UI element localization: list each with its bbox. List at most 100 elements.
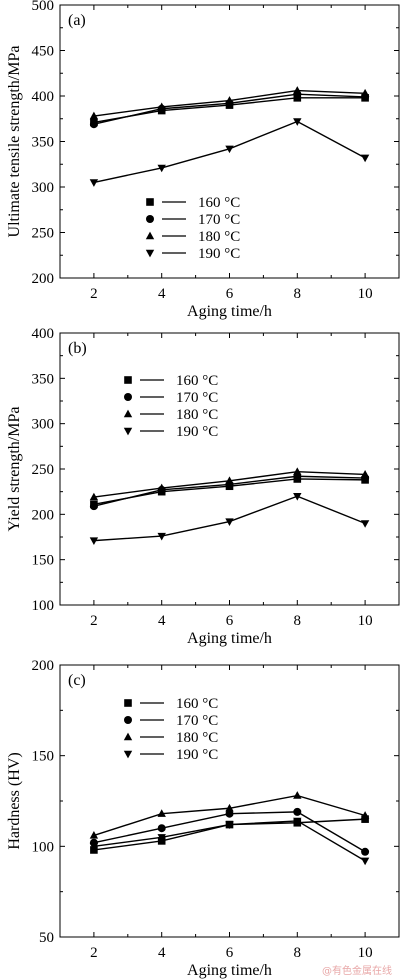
x-tick-label-b-3: 8 bbox=[294, 613, 302, 629]
y-tick-label-a-5: 450 bbox=[32, 44, 55, 60]
legend-label-c-1: 170 °C bbox=[176, 713, 218, 729]
y-tick-label-b-1: 150 bbox=[32, 553, 55, 569]
legend-marker-b-2 bbox=[123, 409, 133, 418]
panel-b: 100 150 200 250 300 350 400 2 4 6 8 10 Aging time/h Y… bbox=[6, 326, 400, 647]
legend-marker-b-1 bbox=[124, 393, 132, 401]
data-point-c-2-3 bbox=[293, 791, 302, 799]
data-point-c-3-4 bbox=[360, 857, 370, 866]
data-point-c-2-1 bbox=[157, 809, 166, 817]
data-point-b-3-3 bbox=[293, 493, 302, 501]
legend-marker-b-0 bbox=[124, 376, 132, 384]
legend-label-b-2: 180 °C bbox=[176, 407, 218, 423]
legend-label-a-3: 190 °C bbox=[198, 246, 240, 262]
x-tick-label-c-2: 6 bbox=[226, 945, 234, 961]
legend-marker-c-0 bbox=[124, 699, 132, 707]
y-tick-label-a-1: 250 bbox=[32, 226, 55, 242]
data-point-c-3-3 bbox=[293, 817, 302, 826]
y-axis-label-c: Hardness (HV) bbox=[6, 752, 23, 849]
plot-frame-c bbox=[59, 664, 400, 938]
y-axis-label-b: Yield strength/MPa bbox=[6, 407, 23, 532]
x-tick-label-b-4: 10 bbox=[358, 613, 373, 629]
y-tick-label-a-0: 200 bbox=[32, 271, 55, 287]
data-point-a-2-4 bbox=[360, 88, 370, 97]
legend-marker-c-3 bbox=[123, 750, 133, 759]
data-point-b-2-2 bbox=[225, 476, 234, 484]
data-point-c-1-1 bbox=[157, 824, 166, 833]
data-point-c-2-0 bbox=[89, 831, 99, 839]
y-tick-label-b-3: 250 bbox=[32, 462, 55, 478]
y-tick-label-a-2: 300 bbox=[32, 180, 55, 196]
data-point-c-2-2 bbox=[225, 803, 234, 812]
panel-label-b: (b) bbox=[68, 340, 87, 357]
panel-a: 200 250 300 350 400 450 500 2 4 6 8 10 Aging time/h U… bbox=[6, 0, 400, 320]
y-tick-label-c-1: 100 bbox=[32, 839, 55, 855]
legend-marker-b-3 bbox=[123, 427, 133, 436]
legend-label-b-0: 160 °C bbox=[176, 373, 218, 389]
x-tick-label-a-2: 6 bbox=[226, 286, 234, 302]
data-point-b-2-0 bbox=[89, 492, 99, 501]
data-point-c-1-2 bbox=[225, 809, 234, 818]
x-axis-label-b: Aging time/h bbox=[187, 630, 272, 647]
data-point-b-2-1 bbox=[157, 483, 166, 492]
x-tick-label-b-2: 6 bbox=[226, 613, 234, 629]
legend-label-b-3: 190 °C bbox=[176, 424, 218, 440]
legend-label-b-1: 170 °C bbox=[176, 390, 218, 406]
data-point-c-0-4 bbox=[361, 815, 369, 823]
x-tick-label-c-1: 4 bbox=[158, 945, 166, 961]
x-tick-label-a-4: 10 bbox=[358, 286, 373, 302]
x-tick-label-c-0: 2 bbox=[90, 945, 98, 961]
legend-marker-a-1 bbox=[146, 215, 154, 223]
data-point-a-3-3 bbox=[293, 118, 302, 126]
panel-c: 50 100 150 200 2 4 6 8 10 Aging time/h Hardness (H… bbox=[6, 658, 400, 979]
x-tick-label-b-0: 2 bbox=[90, 613, 98, 629]
legend-label-a-1: 170 °C bbox=[198, 212, 240, 228]
y-tick-label-c-3: 200 bbox=[32, 658, 55, 674]
data-point-b-3-4 bbox=[360, 520, 370, 528]
legend-marker-a-0 bbox=[146, 198, 154, 206]
data-point-c-3-1 bbox=[157, 834, 166, 842]
data-point-a-2-1 bbox=[157, 102, 166, 111]
data-point-a-2-2 bbox=[225, 96, 234, 104]
legend-label-a-0: 160 °C bbox=[198, 195, 240, 211]
panel-label-a: (a) bbox=[68, 12, 86, 29]
y-tick-label-c-2: 150 bbox=[32, 749, 55, 765]
watermark: @有色金属在线 bbox=[322, 966, 392, 977]
legend-marker-a-3 bbox=[145, 249, 155, 258]
data-point-c-1-3 bbox=[293, 807, 302, 816]
data-point-b-3-1 bbox=[157, 532, 166, 541]
legend-marker-c-1 bbox=[124, 716, 132, 724]
x-axis-label-a: Aging time/h bbox=[187, 303, 272, 320]
legend-marker-a-2 bbox=[145, 231, 155, 240]
data-point-a-3-2 bbox=[225, 145, 234, 154]
y-tick-label-b-0: 100 bbox=[32, 598, 55, 614]
data-point-c-2-4 bbox=[360, 811, 370, 819]
data-point-a-3-1 bbox=[157, 164, 166, 173]
data-point-b-1-0 bbox=[89, 502, 98, 511]
x-tick-label-a-3: 8 bbox=[294, 286, 302, 302]
data-point-b-3-2 bbox=[225, 518, 234, 526]
data-point-b-3-0 bbox=[89, 537, 99, 546]
data-point-b-2-3 bbox=[293, 467, 302, 475]
data-point-c-3-2 bbox=[225, 821, 234, 829]
y-tick-label-c-0: 50 bbox=[39, 930, 54, 946]
plot-frame-b bbox=[59, 332, 400, 606]
y-axis-label-a: Ultimate tensile strength/MPa bbox=[6, 46, 23, 238]
panel-label-c: (c) bbox=[68, 672, 86, 689]
data-point-a-2-3 bbox=[293, 86, 302, 94]
y-tick-label-a-3: 350 bbox=[32, 135, 55, 151]
legend-label-a-2: 180 °C bbox=[198, 229, 240, 245]
x-tick-label-b-1: 4 bbox=[158, 613, 166, 629]
data-point-c-3-0 bbox=[89, 843, 99, 851]
y-tick-label-b-6: 400 bbox=[32, 326, 55, 342]
data-point-a-3-4 bbox=[360, 154, 370, 163]
data-point-c-1-4 bbox=[361, 847, 370, 856]
y-tick-label-b-4: 300 bbox=[32, 417, 55, 433]
data-point-a-2-0 bbox=[89, 111, 99, 120]
legend-label-c-0: 160 °C bbox=[176, 696, 218, 712]
y-tick-label-a-4: 400 bbox=[32, 89, 55, 105]
x-tick-label-a-1: 4 bbox=[158, 286, 166, 302]
